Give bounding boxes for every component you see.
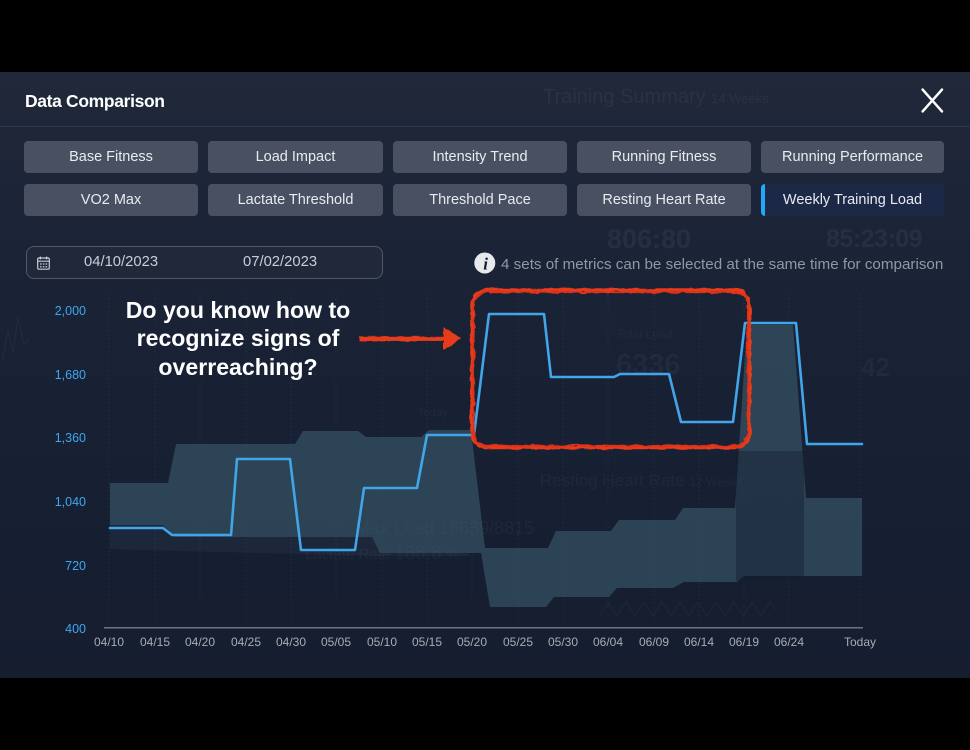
svg-text:i: i	[483, 255, 488, 274]
svg-text:1,680: 1,680	[55, 368, 86, 382]
svg-text:Total Load: Total Load	[617, 327, 672, 341]
svg-text:42: 42	[861, 352, 890, 382]
svg-text:04/25: 04/25	[231, 635, 261, 649]
svg-text:05/05: 05/05	[321, 635, 351, 649]
svg-text:04/15: 04/15	[140, 635, 170, 649]
svg-text:1,360: 1,360	[55, 431, 86, 445]
svg-text:06/04: 06/04	[593, 635, 623, 649]
svg-text:400: 400	[65, 622, 86, 636]
svg-text:05/20: 05/20	[457, 635, 487, 649]
svg-text:05/15: 05/15	[412, 635, 442, 649]
svg-text:06/14: 06/14	[684, 635, 714, 649]
svg-text:04/30: 04/30	[276, 635, 306, 649]
svg-text:05/25: 05/25	[503, 635, 533, 649]
svg-text:Resting Heart Rate 12 Weeks: Resting Heart Rate 12 Weeks	[540, 471, 742, 490]
svg-text:Today: Today	[844, 635, 876, 649]
svg-text:1,040: 1,040	[55, 495, 86, 509]
svg-text:05/10: 05/10	[367, 635, 397, 649]
svg-text:720: 720	[65, 559, 86, 573]
svg-text:04/20: 04/20	[185, 635, 215, 649]
svg-text:04/10: 04/10	[94, 635, 124, 649]
svg-text:05/30: 05/30	[548, 635, 578, 649]
svg-text:06/24: 06/24	[774, 635, 804, 649]
svg-text:06/09: 06/09	[639, 635, 669, 649]
svg-text:06/19: 06/19	[729, 635, 759, 649]
svg-text:Today: Today	[418, 407, 448, 419]
svg-text:2,000: 2,000	[55, 304, 86, 318]
